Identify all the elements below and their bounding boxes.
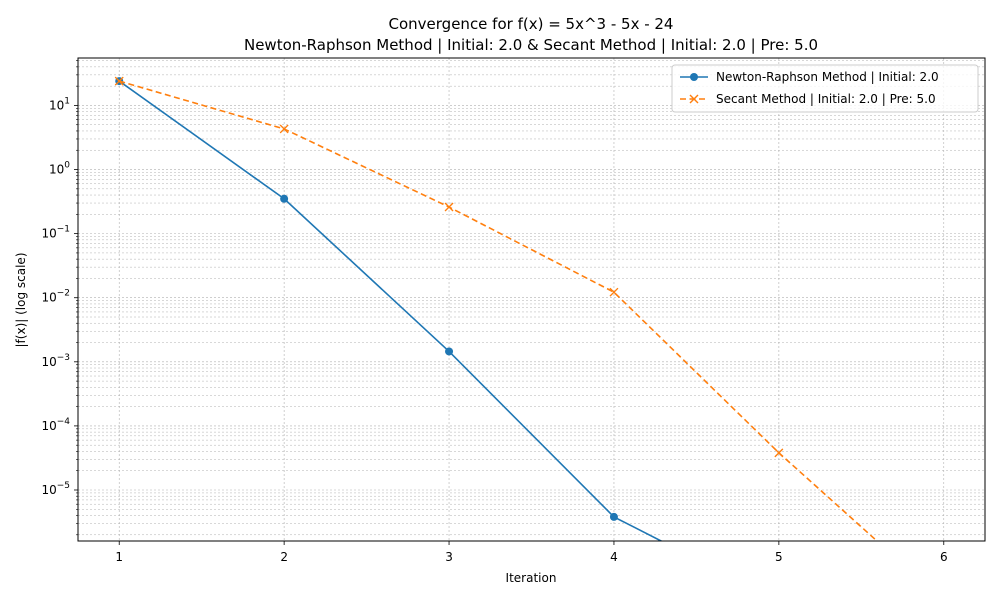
y-tick-label: 10−5 — [41, 481, 70, 497]
legend-entry: Secant Method | Initial: 2.0 | Pre: 5.0 — [680, 92, 936, 106]
x-tick-label: 5 — [775, 550, 783, 564]
y-tick-label: 10−1 — [41, 225, 70, 241]
y-tick-label: 10−2 — [41, 289, 70, 305]
x-tick-label: 6 — [940, 550, 948, 564]
data-point — [609, 287, 619, 297]
legend-box — [671, 64, 979, 113]
legend-marker — [690, 73, 698, 81]
data-point — [114, 76, 124, 86]
x-axis-title: Iteration — [506, 571, 557, 585]
data-point — [444, 202, 454, 212]
y-axis-ticks: 10−5 10−4 10−3 10−2 10−1 100 101 — [41, 60, 78, 536]
series-layer — [114, 76, 879, 541]
x-tick-label: 2 — [280, 550, 288, 564]
legend: Newton-Raphson Method | Initial: 2.0 Seca… — [671, 64, 979, 113]
series-line-1 — [119, 80, 879, 541]
data-point — [609, 512, 618, 521]
x-tick-label: 4 — [610, 550, 618, 564]
y-axis-title: |f(x)| (log scale) — [14, 253, 28, 348]
legend-entry: Newton-Raphson Method | Initial: 2.0 — [680, 70, 939, 84]
data-point — [445, 347, 454, 356]
y-tick-label: 100 — [49, 161, 70, 177]
data-point — [279, 124, 289, 134]
y-tick-label: 10−3 — [41, 353, 70, 369]
minor-gridlines — [78, 60, 985, 536]
legend-label: Newton-Raphson Method | Initial: 2.0 — [716, 70, 939, 84]
x-axis-ticks: 1 2 3 4 5 6 — [115, 541, 948, 564]
chart-subtitle: Newton-Raphson Method | Initial: 2.0 & S… — [244, 36, 818, 54]
data-point — [280, 194, 289, 203]
y-tick-label: 101 — [49, 96, 70, 112]
major-gridlines — [78, 58, 985, 541]
chart-title: Convergence for f(x) = 5x^3 - 5x - 24 — [389, 15, 674, 33]
legend-label: Secant Method | Initial: 2.0 | Pre: 5.0 — [716, 92, 936, 106]
y-tick-label: 10−4 — [41, 417, 70, 433]
x-tick-label: 3 — [445, 550, 453, 564]
x-tick-label: 1 — [115, 550, 123, 564]
data-point — [774, 448, 784, 458]
plot-frame — [77, 57, 986, 542]
